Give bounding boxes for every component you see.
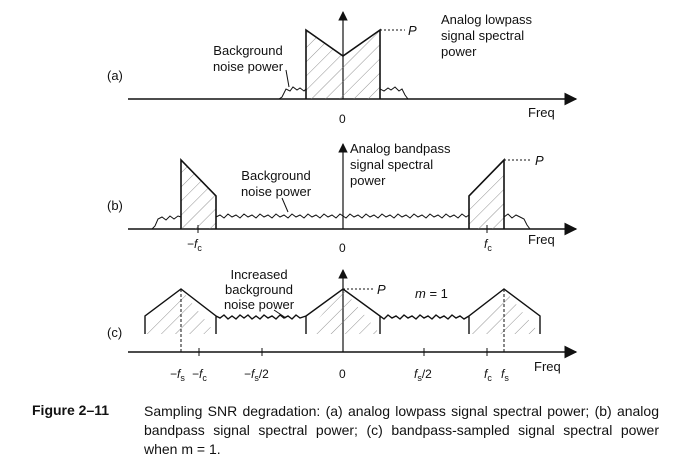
label-line: Background <box>213 43 282 58</box>
figure-diagram: (a) Freq 0 Background noise power P Analo… <box>107 11 578 383</box>
panel-c-m-label: m = 1 <box>415 286 448 301</box>
panel-b-freq-label: Freq <box>528 232 555 247</box>
panel-a-power-label: P <box>408 23 417 38</box>
panel-c-tag: (c) <box>107 325 122 340</box>
label-line: noise power <box>241 184 312 199</box>
label-line: Background <box>241 168 310 183</box>
caption-text: Sampling SNR degradation: (a) analog low… <box>144 403 659 457</box>
label-line: signal spectral <box>350 157 433 172</box>
label-line: Increased <box>230 267 287 282</box>
label-line: background <box>225 282 293 297</box>
panel-c-freq-label: Freq <box>534 359 561 374</box>
panel-c-power-label: P <box>377 282 386 297</box>
panel-c-tick-label: fs/2 <box>414 367 432 383</box>
panel-c-tick-label: −fs <box>170 367 185 383</box>
panel-a: (a) Freq 0 Background noise power P Analo… <box>107 11 578 126</box>
panel-b-tag: (b) <box>107 198 123 213</box>
panel-b-right-signal-fill <box>469 160 504 229</box>
panel-a-signal-outline <box>305 28 381 99</box>
panel-a-noise-pointer <box>285 69 290 88</box>
panel-b: (b) Freq 0 P Analog bandpass signal spect… <box>107 141 578 255</box>
panel-a-noise-left <box>267 86 307 100</box>
label-line: Analog lowpass <box>441 12 533 27</box>
panel-a-freq-label: Freq <box>528 105 555 120</box>
panel-c-tick-label: −fs/2 <box>244 367 269 383</box>
panel-c-ticks: −fs −fc −fs/2 0 fs/2 fc fs <box>170 348 509 383</box>
panel-b-pos-fc-label: fc <box>484 237 492 253</box>
panel-b-left-signal-outline <box>180 158 217 229</box>
panel-a-noise-label: Background noise power <box>213 43 284 74</box>
label-line: signal spectral <box>441 28 524 43</box>
panel-b-zero-label: 0 <box>339 241 346 255</box>
panel-c-tick-label: fc <box>484 367 492 383</box>
panel-c-tick-label: fs <box>501 367 509 383</box>
panel-c-noise-label: Increased background noise power <box>224 267 295 312</box>
panel-c-center-fill <box>306 289 380 334</box>
panel-b-noise-label: Background noise power <box>241 168 312 199</box>
panel-b-left-signal-fill <box>181 160 216 229</box>
caption-number: Figure 2–11 <box>32 402 110 418</box>
panel-c-tick-label: −fc <box>192 367 207 383</box>
panel-b-signal-label: Analog bandpass signal spectral power <box>350 141 451 188</box>
panel-b-right-signal-outline <box>468 158 505 229</box>
figure-caption: Figure 2–11 Sampling SNR degradation: (a… <box>32 402 662 464</box>
panel-b-noise-floor <box>140 213 540 230</box>
panel-c-tick-label: 0 <box>339 367 346 381</box>
label-line: power <box>350 173 386 188</box>
panel-c: (c) Freq P m = 1 Increased background nois… <box>107 267 578 383</box>
label-line: noise power <box>213 59 284 74</box>
label-line: noise power <box>224 297 295 312</box>
label-line: power <box>441 44 477 59</box>
label-line: Analog bandpass <box>350 141 451 156</box>
panel-a-zero-label: 0 <box>339 112 346 126</box>
panel-b-power-label: P <box>535 153 544 168</box>
panel-b-noise-pointer <box>281 197 289 213</box>
panel-b-neg-fc-label: −fc <box>187 237 202 253</box>
panel-a-noise-right <box>379 86 420 100</box>
panel-a-tag: (a) <box>107 68 123 83</box>
panel-a-signal-fill <box>306 30 380 99</box>
panel-c-noise-pointer <box>273 309 287 319</box>
panel-a-signal-label: Analog lowpass signal spectral power <box>441 12 533 59</box>
